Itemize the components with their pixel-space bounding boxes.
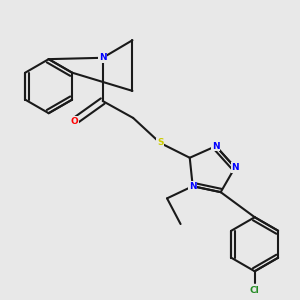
Text: N: N	[189, 182, 196, 191]
Text: Cl: Cl	[250, 286, 260, 295]
Text: N: N	[231, 163, 239, 172]
Text: O: O	[70, 117, 78, 126]
Text: N: N	[212, 142, 220, 151]
Text: S: S	[157, 138, 164, 147]
Text: N: N	[99, 53, 106, 62]
